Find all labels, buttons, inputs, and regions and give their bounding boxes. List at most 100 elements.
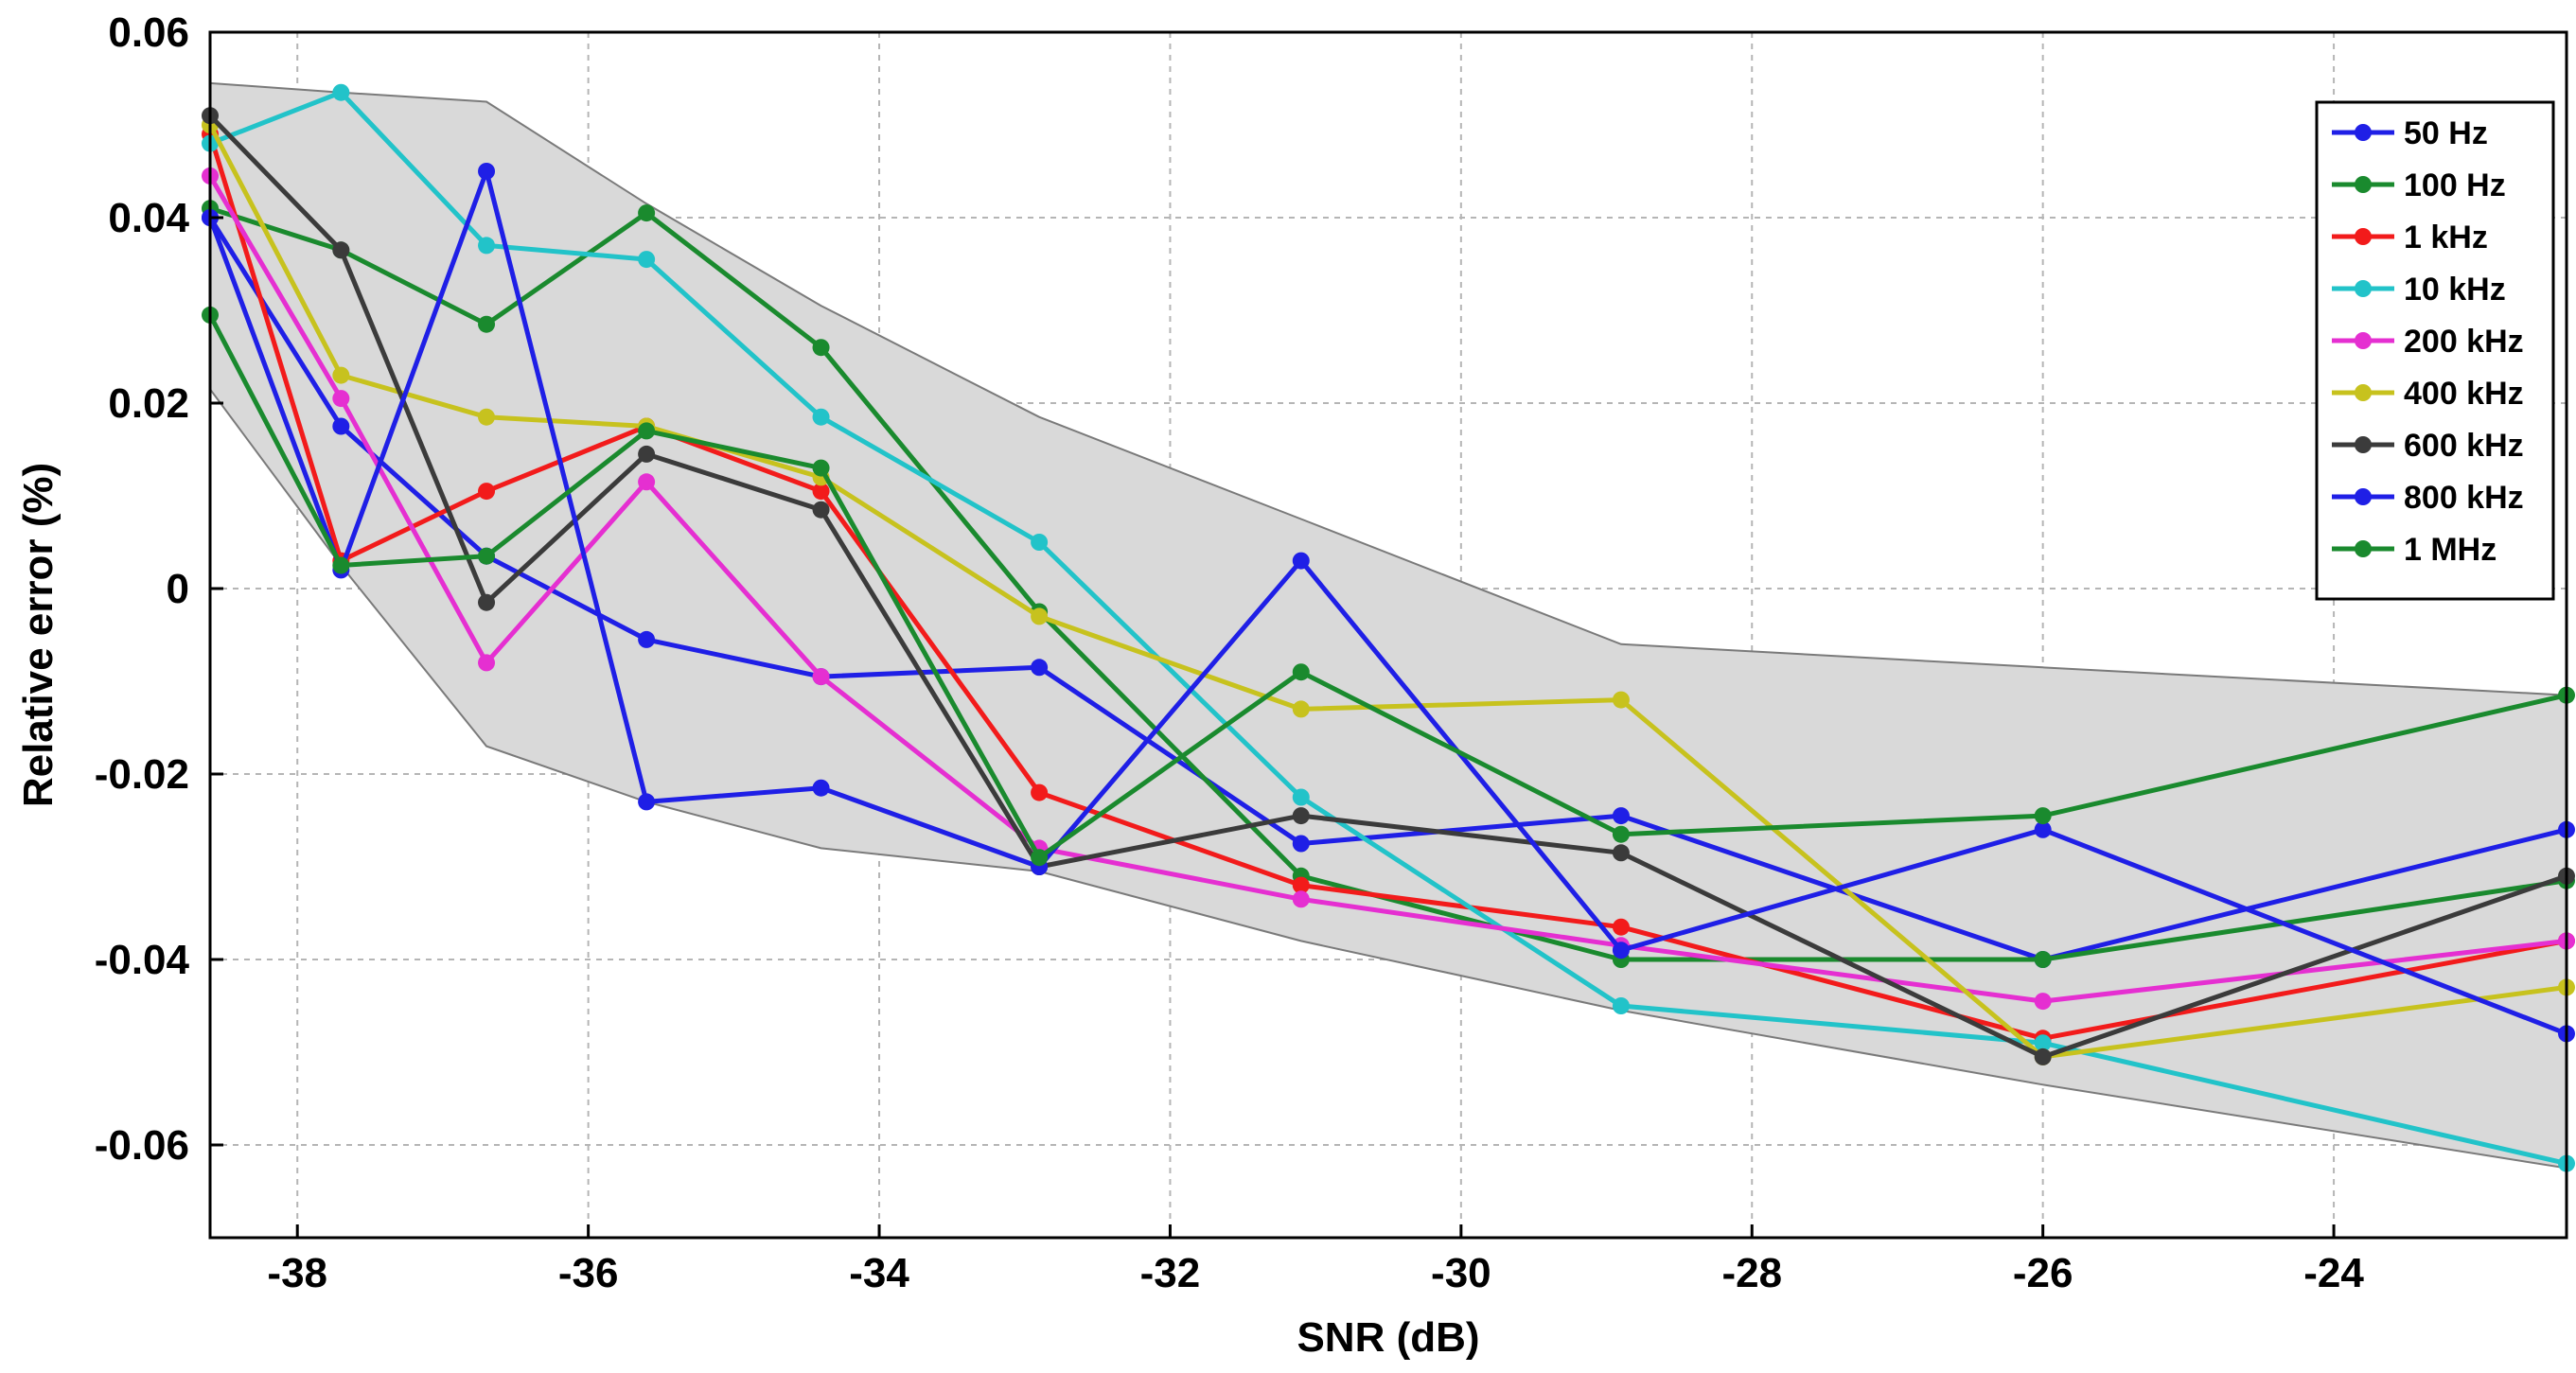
- legend-label: 800 kHz: [2404, 480, 2524, 516]
- ticks: -38 -36 -34 -32 -30 -28 -26 -24 -0.06 -0.04 -0.02 0…: [95, 9, 2365, 1296]
- data-point: [332, 83, 350, 101]
- y-tick-label: -0.06: [95, 1122, 189, 1169]
- data-point: [1612, 807, 1630, 825]
- data-point: [478, 654, 496, 672]
- legend-item: 200 kHz: [2332, 324, 2524, 360]
- data-point: [812, 668, 830, 686]
- series-10-khz: [202, 83, 2575, 1172]
- series-line: [207, 174, 2567, 1004]
- legend-item: 800 kHz: [2332, 480, 2524, 516]
- y-tick-label: 0.04: [108, 195, 189, 241]
- data-point: [1612, 942, 1630, 959]
- legend-item: 10 kHz: [2332, 272, 2506, 308]
- legend-marker: [2355, 332, 2372, 349]
- data-point: [2034, 807, 2052, 825]
- y-tick-label: -0.04: [95, 937, 190, 983]
- x-tick-label: -28: [1721, 1250, 1782, 1296]
- data-point: [812, 483, 830, 501]
- series-line: [207, 313, 2567, 860]
- data-point: [638, 204, 656, 222]
- data-point: [812, 459, 830, 477]
- series-line: [209, 90, 2567, 1167]
- legend-label: 1 MHz: [2404, 532, 2497, 568]
- y-tick-label: 0.06: [108, 9, 189, 56]
- legend-marker: [2355, 176, 2372, 193]
- data-point: [478, 483, 496, 501]
- data-point: [478, 547, 496, 565]
- x-tick-label: -34: [849, 1250, 909, 1296]
- data-point: [638, 251, 656, 269]
- legend-label: 10 kHz: [2404, 272, 2506, 308]
- data-point: [638, 422, 656, 440]
- series-layer: [202, 83, 2575, 1172]
- legend-label: 100 Hz: [2404, 167, 2506, 203]
- data-point: [638, 445, 656, 463]
- data-point: [1031, 849, 1049, 867]
- x-tick-label: -36: [558, 1250, 619, 1296]
- legend-marker: [2355, 280, 2372, 297]
- data-point: [812, 408, 830, 426]
- data-point: [1612, 844, 1630, 862]
- data-point: [1292, 663, 1310, 681]
- legend-item: 50 Hz: [2332, 115, 2488, 151]
- data-point: [638, 630, 656, 648]
- legend-item: 1 kHz: [2332, 220, 2488, 255]
- legend-label: 1 kHz: [2404, 220, 2488, 255]
- legend-item: 400 kHz: [2332, 376, 2524, 412]
- data-point: [1292, 788, 1310, 806]
- legend-label: 50 Hz: [2404, 115, 2488, 151]
- data-point: [812, 339, 830, 357]
- legend-label: 400 kHz: [2404, 376, 2524, 412]
- x-tick-label: -32: [1140, 1250, 1201, 1296]
- data-point: [1292, 807, 1310, 825]
- legend-item: 600 kHz: [2332, 428, 2524, 464]
- data-point: [478, 315, 496, 333]
- legend: 50 Hz 100 Hz 1 kHz 10 kHz 200 kHz 400 kHz 600 …: [2315, 100, 2555, 601]
- data-point: [1612, 918, 1630, 936]
- series-800-khz: [202, 163, 2575, 1043]
- data-point: [478, 408, 496, 426]
- data-point: [332, 390, 350, 408]
- data-point: [812, 779, 830, 797]
- data-point: [2034, 951, 2052, 968]
- data-point: [2034, 993, 2052, 1011]
- legend-marker: [2355, 124, 2372, 141]
- data-point: [2034, 1047, 2052, 1065]
- data-point: [1031, 659, 1049, 677]
- series-line: [207, 123, 2567, 1060]
- data-point: [1292, 700, 1310, 718]
- data-point: [1612, 825, 1630, 843]
- data-point: [1612, 691, 1630, 709]
- plot-frame: [208, 30, 2568, 1240]
- legend-marker: [2355, 488, 2372, 505]
- legend-label: 600 kHz: [2404, 428, 2524, 464]
- data-point: [638, 793, 656, 811]
- y-axis-label: Relative error (%): [15, 463, 62, 807]
- x-axis-label: SNR (dB): [1297, 1314, 1479, 1361]
- legend-marker: [2355, 228, 2372, 245]
- data-point: [1031, 607, 1049, 625]
- legend-item: 100 Hz: [2332, 167, 2506, 203]
- series-1-mhz: [202, 306, 2575, 867]
- x-tick-label: -26: [2013, 1250, 2073, 1296]
- series-line: [208, 114, 2567, 1060]
- data-point: [478, 163, 496, 180]
- x-tick-label: -38: [267, 1250, 327, 1296]
- data-point: [1612, 997, 1630, 1014]
- data-point: [1292, 890, 1310, 908]
- x-tick-label: -30: [1431, 1250, 1491, 1296]
- y-tick-label: 0.02: [108, 380, 189, 427]
- data-point: [1031, 534, 1049, 551]
- legend-item: 1 MHz: [2332, 532, 2497, 568]
- data-point: [332, 556, 350, 574]
- data-point: [332, 417, 350, 435]
- data-point: [2034, 1034, 2052, 1052]
- data-point: [332, 366, 350, 384]
- data-point: [478, 237, 496, 255]
- data-point: [1031, 783, 1049, 801]
- x-tick-label: -24: [2303, 1250, 2364, 1296]
- data-point: [638, 473, 656, 491]
- y-tick-label: 0: [167, 566, 189, 612]
- data-point: [332, 241, 350, 259]
